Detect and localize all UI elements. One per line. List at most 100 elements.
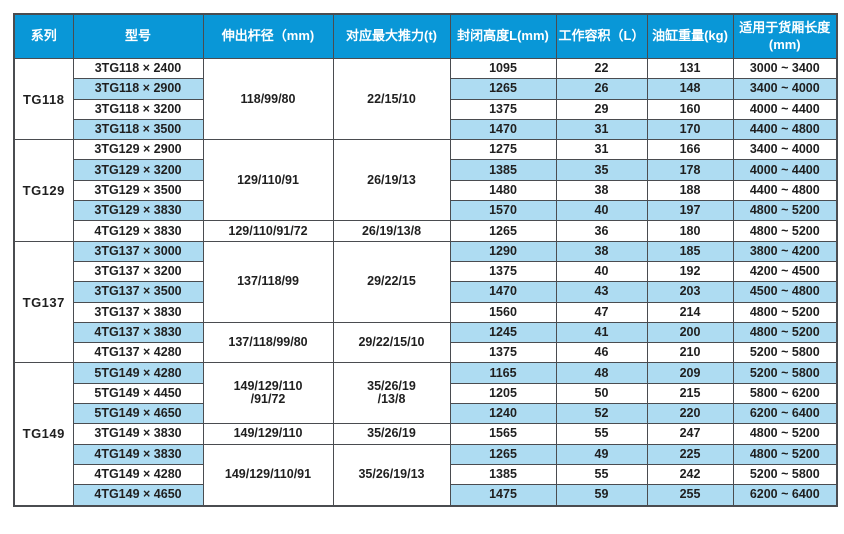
cylinder-weight-cell: 160 — [646, 98, 734, 120]
max-thrust-cell: 29/22/15/10 — [332, 321, 451, 364]
box-length-cell: 5200 ~ 5800 — [732, 362, 838, 384]
working-volume-cell: 36 — [555, 220, 648, 242]
working-volume-cell: 55 — [555, 463, 648, 486]
box-length-cell: 5800 ~ 6200 — [732, 382, 838, 405]
rod-diameter-cell: 137/118/99 — [202, 240, 334, 323]
table-row: 4TG129 × 3830 129/110/91/72 26/19/13/8 1265… — [14, 220, 838, 242]
model-cell: 4TG149 × 3830 — [72, 443, 204, 465]
closed-height-cell: 1165 — [449, 362, 557, 384]
working-volume-cell: 38 — [555, 179, 648, 202]
cylinder-weight-cell: 148 — [646, 78, 734, 100]
table-row: 4TG149 × 4650 1475 59 255 6200 ~ 6400 — [14, 484, 838, 507]
model-cell: 3TG149 × 3830 — [72, 423, 204, 445]
header-closed-height: 封闭高度L(mm) — [449, 13, 557, 59]
rod-diameter-cell: 129/110/91 — [202, 139, 334, 222]
model-cell: 4TG137 × 4280 — [72, 342, 204, 364]
table-row: 4TG137 × 3830 137/118/99/80 29/22/15/10 124… — [14, 321, 838, 364]
cylinder-weight-cell: 242 — [646, 463, 734, 486]
closed-height-cell: 1095 — [449, 57, 557, 80]
closed-height-cell: 1565 — [449, 423, 557, 445]
model-cell: 4TG149 × 4280 — [72, 463, 204, 486]
working-volume-cell: 55 — [555, 423, 648, 445]
closed-height-cell: 1375 — [449, 98, 557, 120]
closed-height-cell: 1275 — [449, 139, 557, 161]
max-thrust-cell: 29/22/15 — [332, 240, 451, 323]
table-row: TG118 3TG118 × 2400 118/99/80 22/15/10 1095 2… — [13, 57, 838, 141]
table-row: 4TG149 × 4280 1385 55 242 5200 ~ 5800 — [14, 463, 838, 486]
rod-diameter-cell: 149/129/110 — [202, 423, 334, 445]
cylinder-weight-cell: 185 — [646, 240, 734, 262]
max-thrust-cell: 35/26/19 /13/8 — [332, 362, 451, 425]
header-series: 系列 — [13, 13, 74, 59]
closed-height-cell: 1570 — [449, 200, 557, 222]
closed-height-cell: 1385 — [449, 463, 557, 486]
box-length-cell: 3800 ~ 4200 — [732, 240, 838, 262]
table-row: 3TG129 × 3200 1385 35 178 4000 ~ 4400 — [14, 159, 838, 181]
box-length-cell: 3000 ~ 3400 — [732, 57, 838, 80]
working-volume-cell: 31 — [555, 118, 648, 141]
series-cell: TG129 — [13, 139, 74, 242]
rod-diameter-cell: 137/118/99/80 — [202, 321, 334, 364]
table-row: 3TG129 × 3500 1480 38 188 4400 ~ 4800 — [14, 179, 838, 202]
max-thrust-cell: 26/19/13 — [332, 139, 451, 222]
box-length-cell: 4400 ~ 4800 — [732, 179, 838, 202]
working-volume-cell: 50 — [555, 382, 648, 405]
table-row: 4TG137 × 4280 1375 46 210 5200 ~ 5800 — [14, 342, 838, 364]
box-length-cell: 6200 ~ 6400 — [732, 484, 838, 507]
model-cell: 3TG118 × 3500 — [72, 118, 204, 141]
rod-diameter-cell: 118/99/80 — [202, 57, 334, 141]
closed-height-cell: 1475 — [449, 484, 557, 507]
box-length-cell: 4200 ~ 4500 — [732, 260, 838, 283]
working-volume-cell: 49 — [555, 443, 648, 465]
table-row: 4TG149 × 3830 149/129/110/91 35/26/19/13 12… — [14, 443, 838, 507]
cylinder-weight-cell: 247 — [646, 423, 734, 445]
cylinder-weight-cell: 192 — [646, 260, 734, 283]
header-working-volume: 工作容积（L） — [555, 13, 648, 59]
max-thrust-cell: 35/26/19 — [332, 423, 451, 445]
working-volume-cell: 43 — [555, 281, 648, 303]
model-cell: 4TG137 × 3830 — [72, 321, 204, 344]
table-row: 3TG137 × 3500 1470 43 203 4500 ~ 4800 — [14, 281, 838, 303]
closed-height-cell: 1265 — [449, 220, 557, 242]
header-max-thrust: 对应最大推力(t) — [332, 13, 451, 59]
box-length-cell: 4400 ~ 4800 — [732, 118, 838, 141]
closed-height-cell: 1290 — [449, 240, 557, 262]
model-cell: 4TG149 × 4650 — [72, 484, 204, 507]
working-volume-cell: 38 — [555, 240, 648, 262]
cylinder-weight-cell: 170 — [646, 118, 734, 141]
closed-height-cell: 1375 — [449, 260, 557, 283]
box-length-cell: 4800 ~ 5200 — [732, 220, 838, 242]
spec-table: 系列 型号 伸出杆径（mm) 对应最大推力(t) 封闭高度L(mm) 工作容积（L） 油缸重… — [13, 13, 838, 507]
model-cell: 3TG118 × 2900 — [72, 78, 204, 100]
box-length-cell: 4500 ~ 4800 — [732, 281, 838, 303]
box-length-cell: 3400 ~ 4000 — [732, 78, 838, 100]
model-cell: 5TG149 × 4450 — [72, 382, 204, 405]
closed-height-cell: 1245 — [449, 321, 557, 344]
cylinder-weight-cell: 203 — [646, 281, 734, 303]
model-cell: 3TG137 × 3200 — [72, 260, 204, 283]
table-row: 3TG118 × 3200 1375 29 160 4000 ~ 4400 — [14, 98, 838, 120]
max-thrust-cell: 26/19/13/8 — [332, 220, 451, 242]
page-canvas: 系列 型号 伸出杆径（mm) 对应最大推力(t) 封闭高度L(mm) 工作容积（L） 油缸重… — [0, 13, 844, 534]
cylinder-weight-cell: 209 — [646, 362, 734, 384]
header-cylinder-weight: 油缸重量(kg) — [646, 13, 734, 59]
series-cell: TG149 — [13, 362, 74, 507]
table-row: TG129 3TG129 × 2900 129/110/91 26/19/13 1275… — [13, 139, 838, 242]
working-volume-cell: 47 — [555, 301, 648, 323]
max-thrust-cell: 35/26/19/13 — [332, 443, 451, 507]
model-cell: 3TG129 × 2900 — [72, 139, 204, 161]
cylinder-weight-cell: 166 — [646, 139, 734, 161]
model-cell: 5TG149 × 4650 — [72, 403, 204, 425]
closed-height-cell: 1470 — [449, 118, 557, 141]
closed-height-cell: 1265 — [449, 78, 557, 100]
working-volume-cell: 52 — [555, 403, 648, 425]
working-volume-cell: 48 — [555, 362, 648, 384]
working-volume-cell: 26 — [555, 78, 648, 100]
cylinder-weight-cell: 210 — [646, 342, 734, 364]
closed-height-cell: 1240 — [449, 403, 557, 425]
model-cell: 3TG137 × 3000 — [72, 240, 204, 262]
table-row: TG137 3TG137 × 3000 137/118/99 29/22/15 1290… — [13, 240, 838, 364]
cylinder-weight-cell: 131 — [646, 57, 734, 80]
working-volume-cell: 35 — [555, 159, 648, 181]
closed-height-cell: 1480 — [449, 179, 557, 202]
